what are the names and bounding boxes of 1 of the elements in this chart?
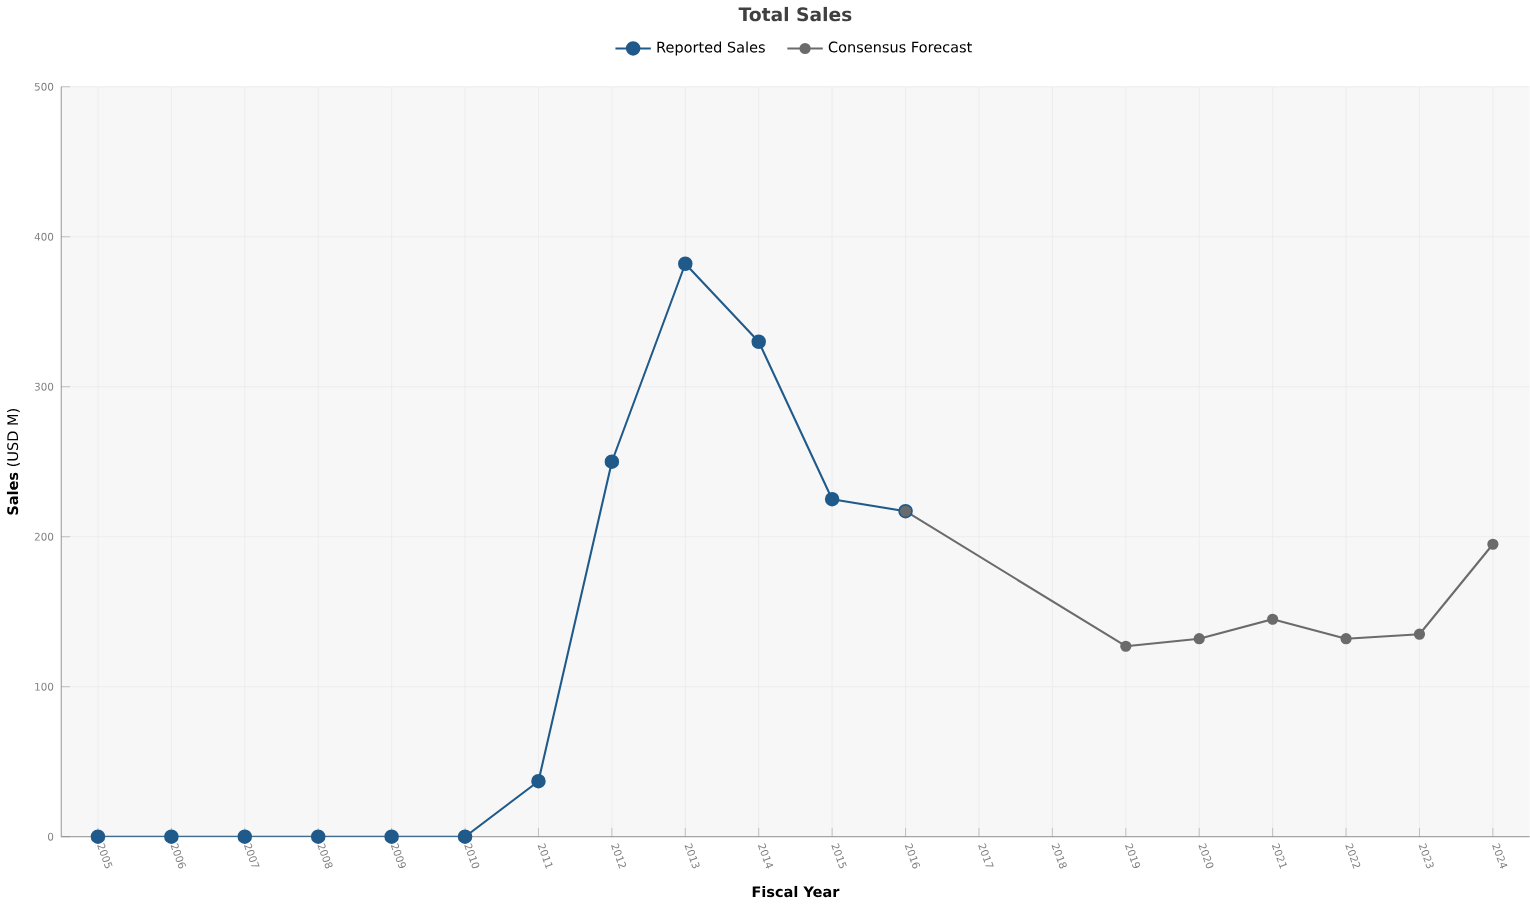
chart-title: Total Sales <box>738 6 852 22</box>
